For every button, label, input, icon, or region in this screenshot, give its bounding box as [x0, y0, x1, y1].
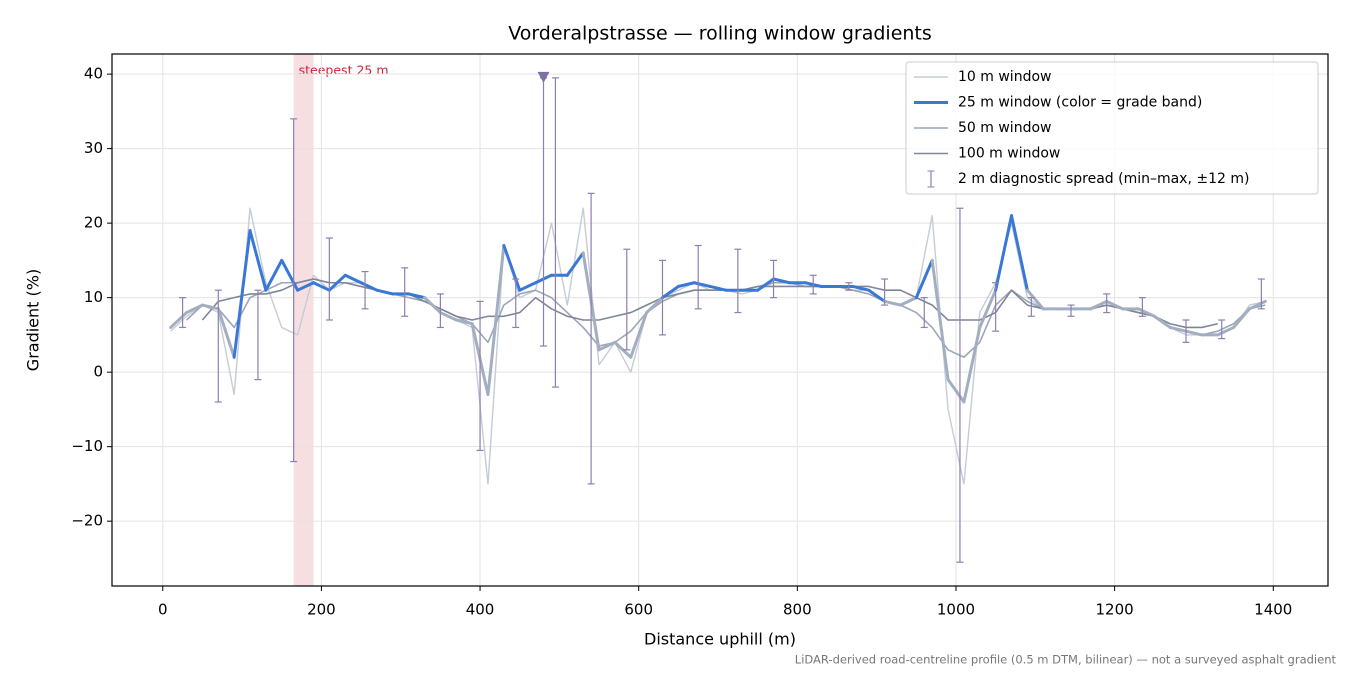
series-segment — [375, 288, 395, 296]
series-segment — [883, 299, 902, 307]
series-segment — [1089, 299, 1109, 311]
x-axis-label: Distance uphill (m) — [644, 630, 796, 649]
series-segment — [914, 258, 934, 300]
series-segment — [930, 258, 950, 382]
y-tick-label: 20 — [84, 214, 103, 232]
x-tick-label: 200 — [307, 601, 336, 619]
series-segment — [660, 284, 680, 300]
series-segment — [708, 284, 728, 292]
series-segment — [502, 243, 522, 292]
series-segment — [1216, 325, 1236, 337]
x-tick-label: 400 — [466, 601, 495, 619]
legend-label: 100 m window — [958, 146, 1060, 162]
y-axis-label: Gradient (%) — [24, 269, 43, 371]
series-segment — [645, 296, 664, 315]
x-tick-label: 1000 — [937, 601, 975, 619]
series-segment — [613, 340, 633, 359]
y-tick-label: −10 — [71, 437, 103, 455]
series-segment — [629, 311, 649, 359]
series-segment — [978, 288, 998, 329]
series-segment — [169, 311, 189, 329]
legend-label: 25 m window (color = grade band) — [958, 95, 1202, 111]
x-tick-label: 800 — [783, 601, 812, 619]
series-segment — [1168, 325, 1188, 333]
series-segment — [1105, 299, 1125, 311]
series-segment — [756, 277, 776, 292]
series-segment — [772, 277, 791, 285]
y-tick-label: 10 — [84, 288, 103, 306]
series-segment — [676, 281, 696, 288]
series-segment — [486, 243, 506, 397]
series-segment — [597, 340, 617, 352]
span-label: steepest 25 m — [299, 63, 389, 78]
series-segment — [232, 229, 252, 359]
x-tick-label: 600 — [624, 601, 653, 619]
series-segment — [311, 281, 331, 292]
plot-area — [169, 71, 1267, 563]
series-segment — [867, 288, 887, 303]
series-segment — [565, 251, 585, 277]
series-segment — [264, 258, 284, 292]
y-tick-label: 0 — [93, 363, 103, 381]
series-segment — [296, 281, 315, 292]
y-tick-label: 30 — [84, 139, 103, 157]
series-segment — [851, 284, 871, 292]
series-segment — [692, 281, 712, 288]
highlight-span — [293, 54, 314, 586]
series-segment — [248, 229, 268, 292]
series-segment — [1184, 329, 1204, 337]
x-tick-label: 1400 — [1254, 601, 1292, 619]
y-tick-label: −20 — [71, 512, 103, 530]
series-segment — [946, 378, 966, 404]
series-segment — [343, 273, 363, 285]
series-segment — [280, 258, 300, 292]
x-tick-label: 1200 — [1096, 601, 1134, 619]
series-segment — [216, 307, 236, 359]
series-line — [170, 207, 1266, 485]
plot-frame — [111, 53, 1329, 587]
series-segment — [423, 296, 442, 315]
x-tick-label: 0 — [158, 601, 168, 619]
series-segment — [898, 296, 918, 307]
legend-label: 10 m window — [958, 69, 1051, 85]
legend-box — [905, 61, 1319, 195]
series-segment — [1152, 314, 1172, 329]
legend-label: 50 m window — [958, 120, 1051, 136]
y-tick-label: 40 — [84, 65, 103, 83]
series-segment — [962, 325, 982, 404]
series-segment — [1247, 299, 1267, 311]
series-segment — [1010, 214, 1029, 292]
series-segment — [1136, 307, 1156, 318]
series-segment — [438, 311, 458, 322]
series-segment — [407, 292, 427, 300]
series-segment — [185, 303, 204, 315]
series-segment — [454, 318, 474, 326]
series-segment — [994, 214, 1014, 292]
chart-title: Vorderalpstrasse — rolling window gradie… — [508, 23, 932, 45]
marker — [537, 71, 550, 83]
series-segment — [518, 281, 538, 292]
series-segment — [359, 281, 379, 292]
series-segment — [1232, 307, 1251, 329]
series-segment — [327, 273, 347, 292]
footnote: LiDAR-derived road-centreline profile (0… — [795, 653, 1337, 667]
series-segment — [1025, 288, 1045, 311]
legend-label: 2 m diagnostic spread (min–max, ±12 m) — [958, 171, 1249, 187]
series-segment — [200, 303, 220, 311]
